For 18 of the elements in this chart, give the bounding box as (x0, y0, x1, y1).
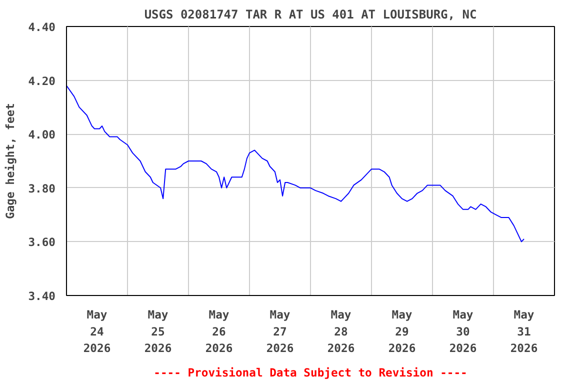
x-tick-label: May 26 2026 (205, 308, 233, 356)
y-tick-label: 4.20 (28, 74, 56, 88)
y-tick-label: 3.40 (28, 289, 56, 303)
x-tick-label: May 30 2026 (449, 308, 477, 356)
line-series (66, 85, 524, 242)
y-tick-label: 3.60 (28, 235, 56, 250)
x-tick-label: May 31 2026 (510, 308, 538, 356)
x-tick-label: May 27 2026 (266, 308, 294, 356)
y-axis-title: Gage height, feet (3, 103, 18, 219)
x-tick-label: May 25 2026 (144, 308, 172, 356)
x-tick-label: May 24 2026 (83, 308, 111, 356)
x-tick-label: May 28 2026 (327, 308, 355, 356)
y-tick-label: 4.40 (28, 20, 56, 34)
chart-title: USGS 02081747 TAR R AT US 401 AT LOUISBURG, NC (144, 8, 477, 22)
text: ---- Provisional Data Subject to Revision ---- (154, 366, 468, 380)
y-tick-label: 4.00 (28, 128, 56, 142)
x-tick-label: May 29 2026 (388, 308, 416, 356)
y-tick-label: 3.80 (28, 181, 56, 196)
